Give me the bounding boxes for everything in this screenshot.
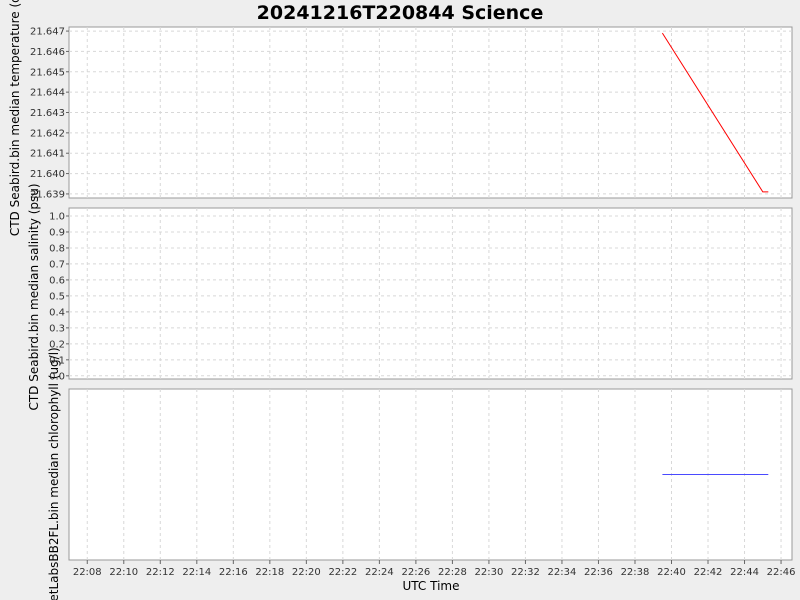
x-tick-label: 22:08: [73, 567, 102, 578]
series-line: [661, 32, 769, 193]
x-tick-label: 22:36: [584, 567, 613, 578]
x-tick-label: 22:26: [401, 567, 430, 578]
x-tick-label: 22:34: [548, 567, 577, 578]
x-tick-label: 22:32: [511, 567, 540, 578]
x-tick-label: 22:44: [730, 567, 759, 578]
y-tick-label: 0.0: [49, 371, 65, 382]
y-tick-label: 0.7: [49, 259, 65, 270]
panel-2: 1.0 0.9 0.8 0.7 0.6 0.5 0.4 0.3 0.2 0.1 0.0 CTD Sea…: [27, 183, 793, 411]
x-tick-label: 22:38: [621, 567, 650, 578]
x-tick-label: 22:12: [146, 567, 175, 578]
y-tick-label: 0.8: [49, 243, 65, 254]
y-tick-label: 21.646: [30, 47, 65, 58]
x-tick-label: 22:46: [767, 567, 796, 578]
x-tick-label: 22:24: [365, 567, 394, 578]
x-tick-label: 22:18: [255, 567, 284, 578]
y-tick-label: 0.4: [49, 307, 65, 318]
y-tick-label: 21.644: [30, 88, 65, 99]
x-tick-label: 22:30: [475, 567, 504, 578]
y-tick-label: 0.6: [49, 275, 65, 286]
y-axis-label: CTD Seabird.bin median temperature (de: [8, 0, 22, 236]
y-tick-label: 1.0: [49, 211, 65, 222]
y-tick-label: 21.647: [30, 27, 65, 38]
panel-1: 21.647 21.646 21.645 21.644 21.643 21.642 21.6…: [8, 0, 793, 236]
x-tick-label: 22:10: [109, 567, 138, 578]
x-tick-label: 22:22: [328, 567, 357, 578]
x-tick-label: 22:16: [219, 567, 248, 578]
y-tick-label: 0.3: [49, 323, 65, 334]
y-tick-label: 21.642: [30, 128, 65, 139]
plot-area: [68, 207, 793, 380]
x-tick-label: 22:40: [657, 567, 686, 578]
y-axis-label: CTD Seabird.bin median salinity (psu): [27, 183, 41, 410]
y-tick-label: 21.645: [30, 67, 65, 78]
y-tick-label: 21.643: [30, 108, 65, 119]
x-tick-label: 22:14: [182, 567, 211, 578]
y-axis-label: WetLabsBB2FL.bin median chlorophyll (ug/…: [47, 347, 61, 600]
x-axis-label: UTC Time: [403, 579, 460, 593]
y-tick-label: 21.639: [30, 189, 65, 200]
x-tick-label: 22:20: [292, 567, 321, 578]
y-tick-label: 21.640: [30, 169, 65, 180]
y-tick-label: 0.2: [49, 339, 65, 350]
y-tick-label: 0.9: [49, 227, 65, 238]
panel-3: WetLabsBB2FL.bin median chlorophyll (ug/…: [47, 347, 793, 600]
x-tick-label: 22:28: [438, 567, 467, 578]
y-tick-label: 0.5: [49, 291, 65, 302]
y-tick-label: 0.1: [49, 355, 65, 366]
chart-title: 20241216T220844 Science: [257, 2, 544, 24]
y-tick-label: 21.641: [30, 149, 65, 160]
panels: 21.647 21.646 21.645 21.644 21.643 21.642 21.6…: [8, 0, 793, 600]
x-tick-label: 22:42: [694, 567, 723, 578]
